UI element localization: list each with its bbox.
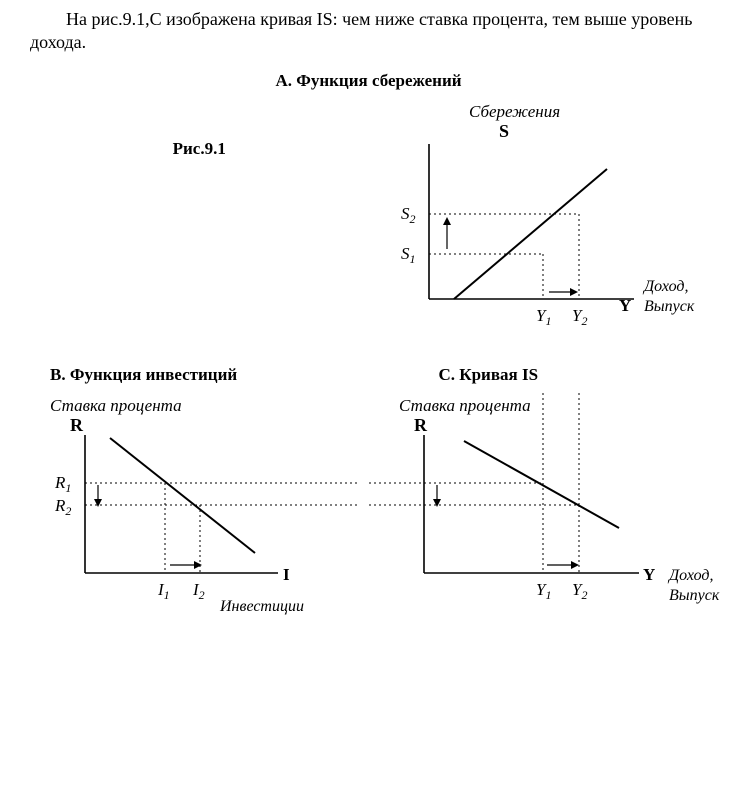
panel-a-title: А. Функция сбережений xyxy=(30,71,707,91)
chart-a-s2-label: S2 xyxy=(401,204,416,226)
chart-b-investment-line xyxy=(110,438,255,553)
chart-a-x-label2: Выпуск xyxy=(644,298,695,315)
chart-a-x-symbol: Y xyxy=(619,296,631,315)
chart-a-y1-label: Y1 xyxy=(536,306,551,328)
chart-a-y-title: Сбережения xyxy=(469,102,560,121)
chart-b-svg: Ставка процента R R1 R2 xyxy=(30,393,360,628)
chart-c-y-symbol: R xyxy=(414,415,428,435)
intro-paragraph: На рис.9.1,С изображена кривая IS: чем н… xyxy=(30,8,707,55)
chart-a-up-arrow-head xyxy=(443,217,451,225)
panel-c-title: С. Кривая IS xyxy=(369,365,708,385)
chart-b-x-label: Инвестиции xyxy=(219,598,304,615)
chart-c-down-arrow-head xyxy=(433,499,441,507)
chart-b-down-arrow-head xyxy=(94,499,102,507)
chart-c-y2-label: Y2 xyxy=(572,580,587,602)
chart-b: Ставка процента R R1 R2 xyxy=(30,393,369,628)
chart-a-y-symbol: S xyxy=(499,121,509,141)
chart-a-y2-label: Y2 xyxy=(572,306,587,328)
chart-c: Ставка процента R xyxy=(369,393,708,628)
chart-c-y1-label: Y1 xyxy=(536,580,551,602)
chart-a-s1-label: S1 xyxy=(401,244,416,266)
chart-b-y-symbol: R xyxy=(70,415,84,435)
chart-b-i2-label: I2 xyxy=(192,580,205,602)
chart-c-x-symbol: Y xyxy=(643,565,655,584)
chart-b-right-arrow-head xyxy=(194,561,202,569)
row-2-charts: Ставка процента R R1 R2 xyxy=(30,393,707,628)
chart-c-x-label2: Выпуск xyxy=(669,587,720,604)
chart-c-right-arrow-head xyxy=(571,561,579,569)
chart-a-savings-line xyxy=(454,169,607,299)
chart-b-r2-label: R2 xyxy=(54,496,71,518)
chart-c-x-label1: Доход, xyxy=(667,567,713,584)
row-2-titles: В. Функция инвестиций С. Кривая IS xyxy=(30,359,707,393)
chart-a-svg: Сбережения S S1 S2 xyxy=(369,99,729,359)
chart-a: Сбережения S S1 S2 xyxy=(369,99,708,359)
chart-b-x-symbol: I xyxy=(283,565,290,584)
chart-c-y-title: Ставка процента xyxy=(399,396,531,415)
chart-b-y-title: Ставка процента xyxy=(50,396,182,415)
chart-a-x-label1: Доход, xyxy=(642,278,688,295)
panel-b-title: В. Функция инвестиций xyxy=(30,365,369,385)
chart-a-right-arrow-head xyxy=(570,288,578,296)
page: На рис.9.1,С изображена кривая IS: чем н… xyxy=(0,0,737,648)
chart-c-svg: Ставка процента R xyxy=(369,393,737,628)
chart-b-i1-label: I1 xyxy=(157,580,170,602)
chart-b-r1-label: R1 xyxy=(54,473,71,495)
figure-label: Рис.9.1 xyxy=(173,139,226,159)
chart-c-is-line xyxy=(464,441,619,528)
row-1: Рис.9.1 Сбережения S S1 S2 xyxy=(30,99,707,359)
